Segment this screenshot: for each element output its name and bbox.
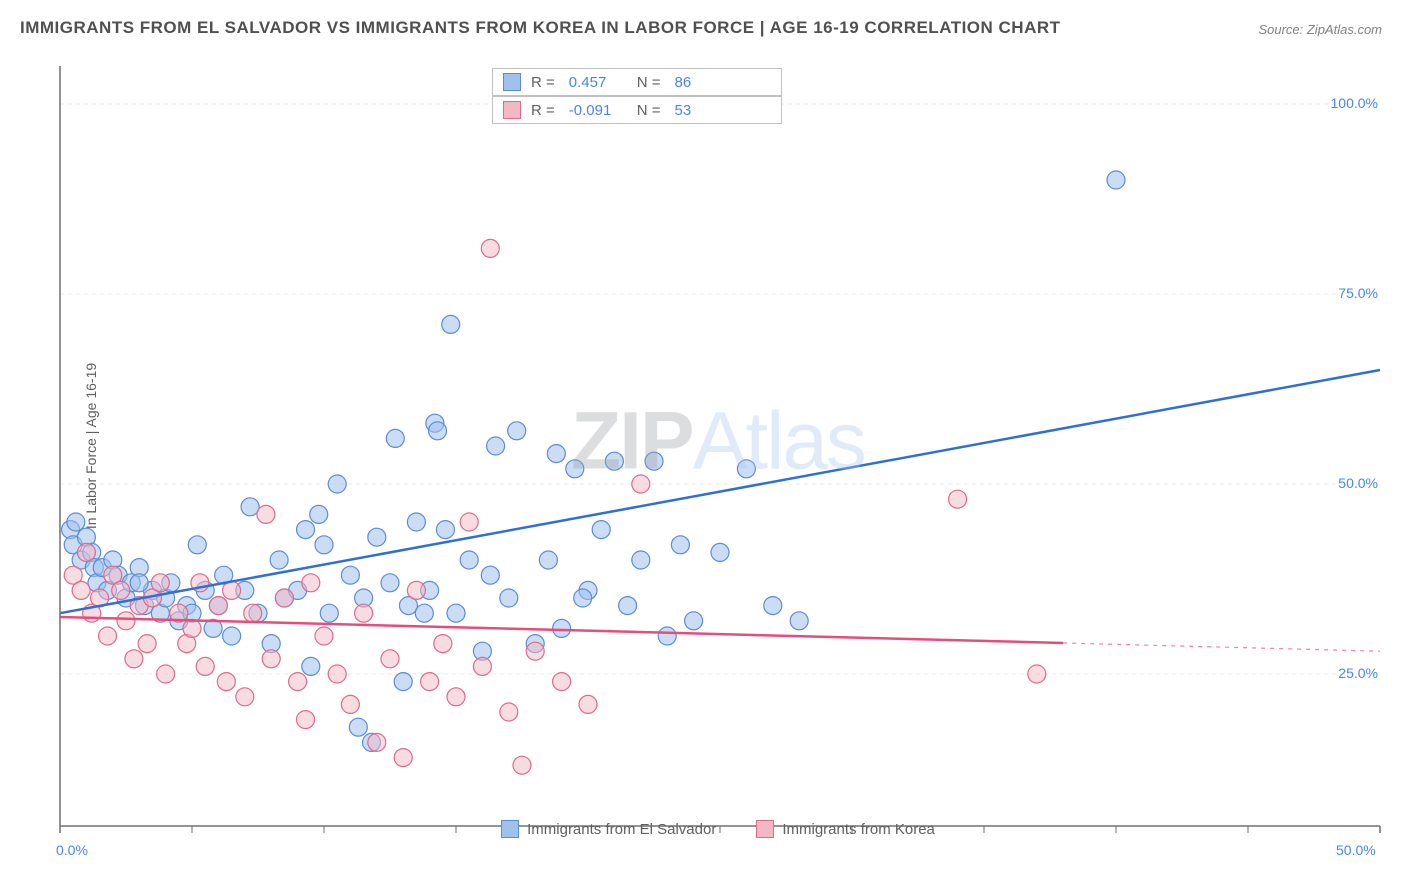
y-tick-label: 100.0% [1331, 95, 1378, 111]
legend-item: Immigrants from Korea [756, 820, 935, 838]
stat-swatch-icon [503, 73, 521, 91]
stat-n-label: N = [637, 74, 661, 91]
chart-area: ZIPAtlas R =0.457N =86R =-0.091N =53 25.… [50, 56, 1386, 846]
stat-row-el_salvador: R = 0.457 N = 86 [492, 68, 782, 96]
x-tick-label: 50.0% [1336, 842, 1376, 858]
stat-r-value: -0.091 [569, 102, 627, 119]
legend-label: Immigrants from Korea [782, 821, 935, 838]
chart-legend: Immigrants from El Salvador Immigrants fr… [50, 820, 1386, 838]
scatter-chart [50, 56, 1386, 846]
stat-n-label: N = [637, 102, 661, 119]
y-tick-label: 75.0% [1338, 285, 1378, 301]
chart-title: IMMIGRANTS FROM EL SALVADOR VS IMMIGRANT… [20, 18, 1061, 38]
stat-r-value: 0.457 [569, 74, 627, 91]
legend-swatch-icon [756, 820, 774, 838]
legend-swatch-icon [501, 820, 519, 838]
x-tick-label: 0.0% [56, 842, 88, 858]
source-label: Source: ZipAtlas.com [1258, 22, 1382, 37]
y-tick-label: 50.0% [1338, 475, 1378, 491]
stat-r-label: R = [531, 74, 555, 91]
y-tick-label: 25.0% [1338, 665, 1378, 681]
legend-label: Immigrants from El Salvador [527, 821, 716, 838]
legend-item: Immigrants from El Salvador [501, 820, 716, 838]
stat-swatch-icon [503, 101, 521, 119]
stat-r-label: R = [531, 102, 555, 119]
y-axis-label: In Labor Force | Age 16-19 [83, 363, 99, 529]
stat-n-value: 53 [675, 102, 692, 119]
stat-n-value: 86 [675, 74, 692, 91]
stat-row-korea: R = -0.091 N = 53 [492, 96, 782, 124]
